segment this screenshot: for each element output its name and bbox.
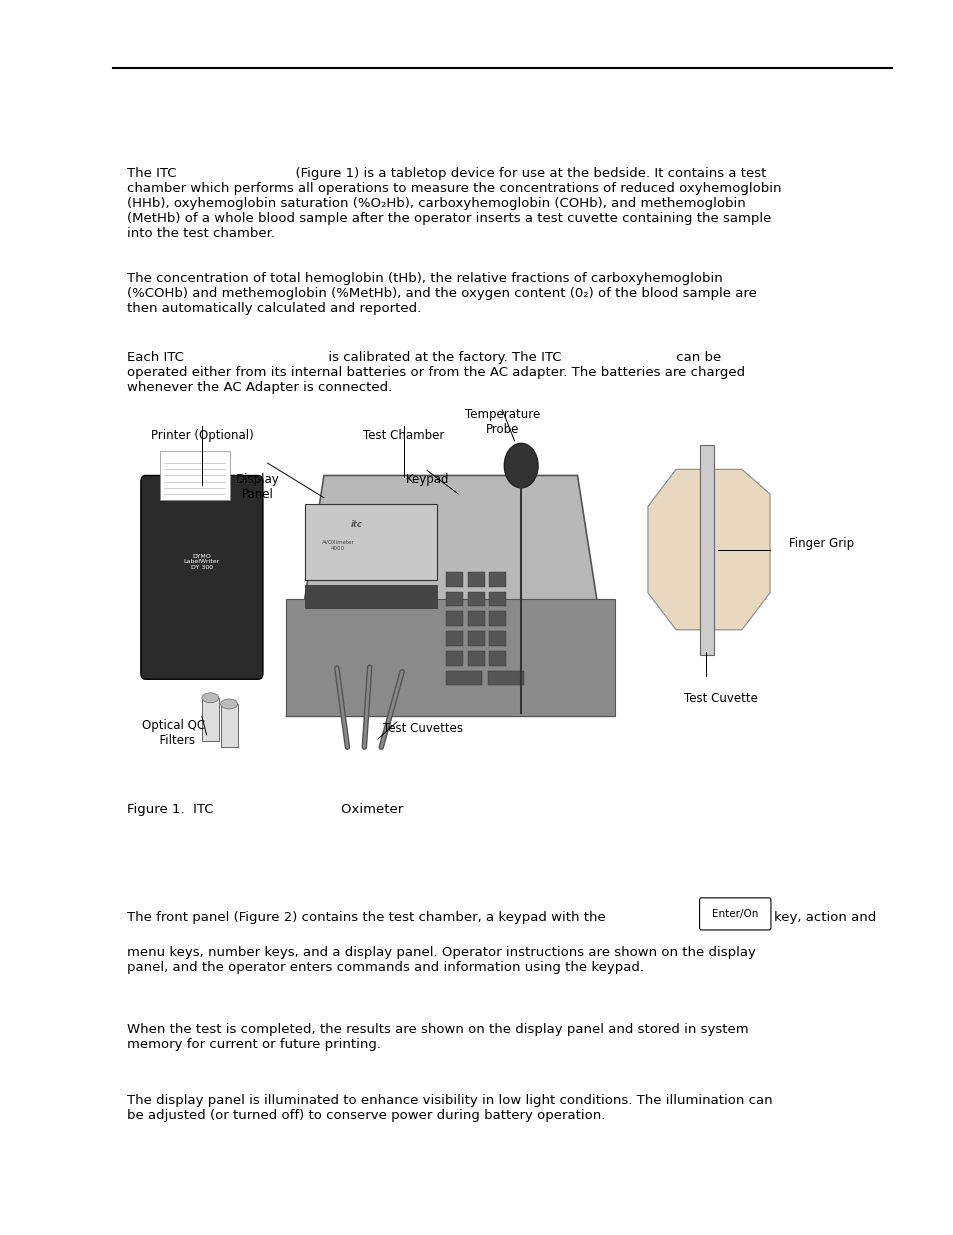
Text: Printer (Optional): Printer (Optional) (151, 429, 253, 442)
Text: Temperature
Probe: Temperature Probe (464, 408, 539, 436)
Polygon shape (286, 475, 615, 716)
Text: Test Cuvette: Test Cuvette (683, 692, 758, 705)
Polygon shape (647, 469, 769, 630)
Bar (446, 631, 462, 646)
Text: Optical QC
  Filters: Optical QC Filters (142, 719, 205, 747)
Bar (467, 611, 484, 626)
Text: Finger Grip: Finger Grip (788, 537, 853, 550)
Bar (489, 651, 506, 666)
Bar (467, 651, 484, 666)
Text: itc: itc (351, 520, 362, 530)
Ellipse shape (220, 699, 237, 709)
Text: When the test is completed, the results are shown on the display panel and store: When the test is completed, the results … (127, 1023, 747, 1051)
Text: The front panel (Figure 2) contains the test chamber, a keypad with the: The front panel (Figure 2) contains the … (127, 911, 605, 925)
Text: Figure 1.  ITC                              Oximeter: Figure 1. ITC Oximeter (127, 803, 402, 816)
Polygon shape (159, 451, 230, 500)
Bar (446, 572, 462, 587)
FancyBboxPatch shape (699, 898, 770, 930)
Bar (467, 631, 484, 646)
Text: DYMO
LabelWriter
DY 300: DYMO LabelWriter DY 300 (184, 553, 220, 571)
Text: The concentration of total hemoglobin (tHb), the relative fractions of carboxyhe: The concentration of total hemoglobin (t… (127, 272, 756, 315)
Bar (220, 704, 237, 747)
Polygon shape (286, 599, 615, 716)
Text: key, action and: key, action and (773, 911, 875, 925)
Bar (488, 671, 523, 685)
Text: Test Chamber: Test Chamber (363, 429, 444, 442)
Text: The ITC                            (Figure 1) is a tabletop device for use at th: The ITC (Figure 1) is a tabletop device … (127, 167, 781, 240)
Bar (202, 698, 218, 741)
Bar (305, 585, 436, 608)
Bar (305, 504, 436, 580)
Text: AVOXimeter
4000: AVOXimeter 4000 (321, 541, 355, 551)
Bar (489, 572, 506, 587)
Text: Each ITC                                  is calibrated at the factory. The ITC : Each ITC is calibrated at the factory. T… (127, 351, 744, 394)
Bar (467, 592, 484, 606)
Bar (489, 631, 506, 646)
Bar (446, 611, 462, 626)
Text: menu keys, number keys, and a display panel. Operator instructions are shown on : menu keys, number keys, and a display pa… (127, 946, 755, 974)
Text: Keypad: Keypad (405, 473, 449, 487)
Text: Enter/On: Enter/On (711, 909, 758, 919)
Text: The display panel is illuminated to enhance visibility in low light conditions. : The display panel is illuminated to enha… (127, 1094, 772, 1123)
Bar (446, 671, 481, 685)
Bar (489, 611, 506, 626)
Bar (446, 592, 462, 606)
Text: Display
Panel: Display Panel (236, 473, 280, 501)
Text: Test Cuvettes: Test Cuvettes (382, 722, 462, 736)
Polygon shape (699, 445, 713, 655)
Bar (446, 651, 462, 666)
Circle shape (504, 443, 537, 488)
Ellipse shape (202, 693, 218, 703)
Bar (467, 572, 484, 587)
Bar (489, 592, 506, 606)
FancyBboxPatch shape (141, 475, 263, 679)
